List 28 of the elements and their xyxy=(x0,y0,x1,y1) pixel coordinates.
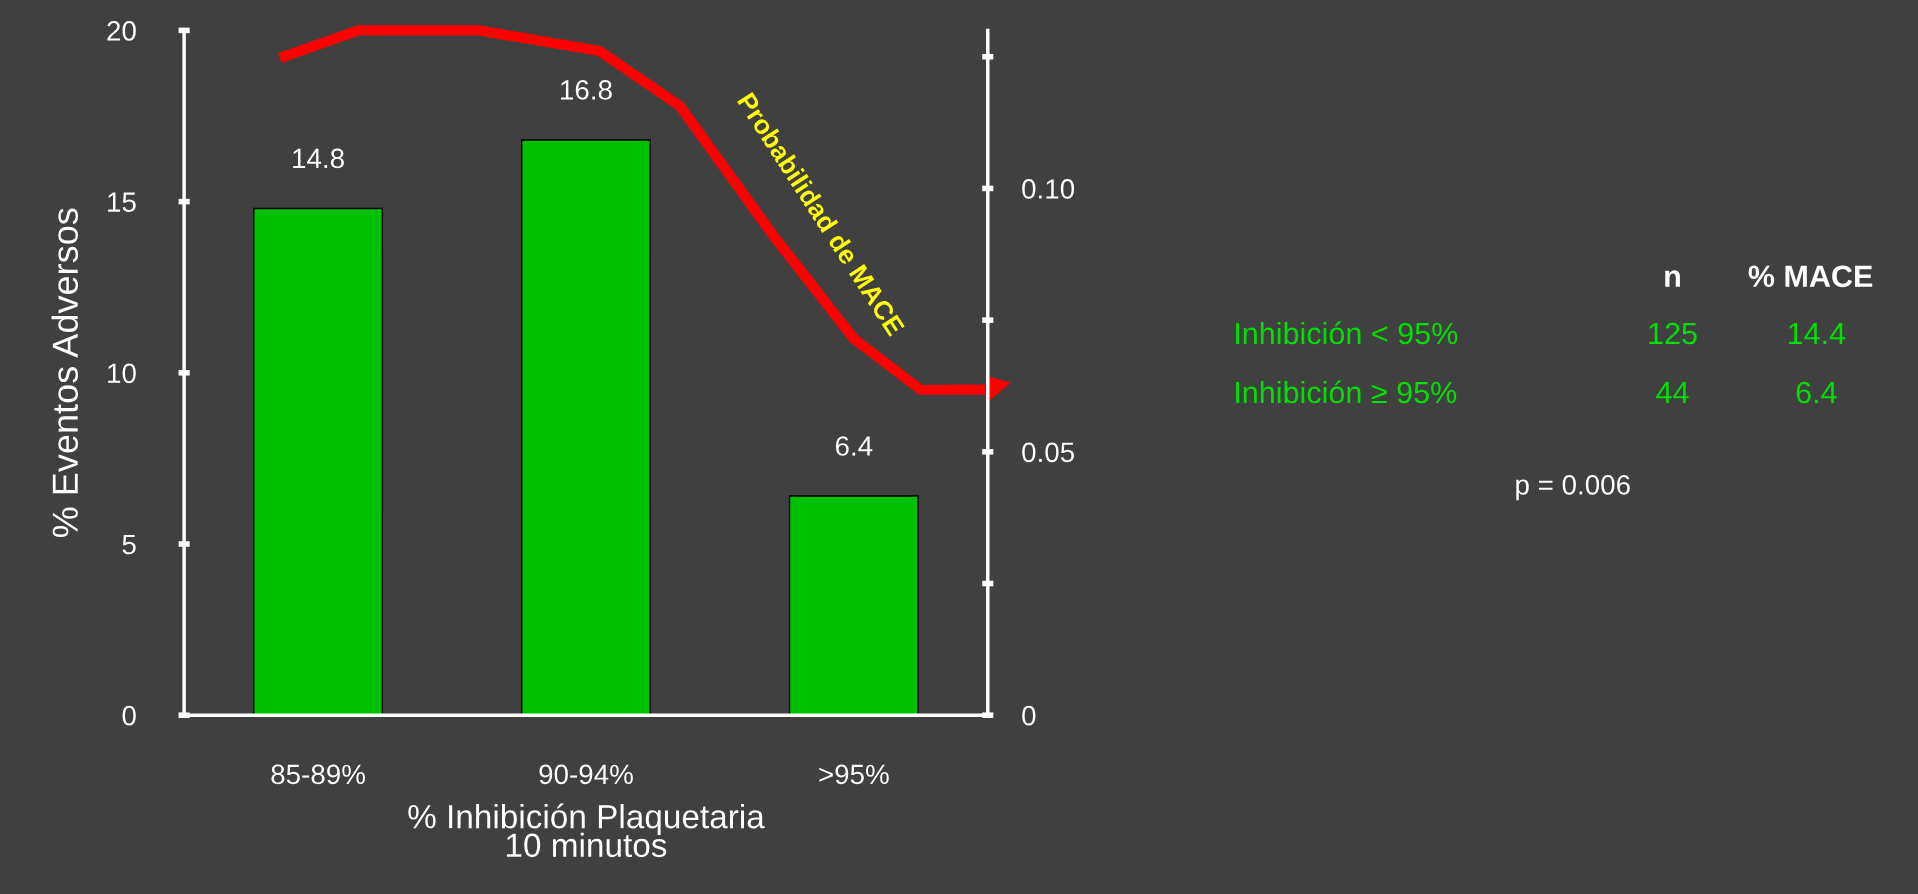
text: 125 xyxy=(1649,322,1697,345)
y-tick-label: 20 xyxy=(107,21,136,41)
text: 14.4 xyxy=(1788,323,1846,345)
data-label: 16.8 xyxy=(561,80,612,100)
bar xyxy=(788,495,919,716)
text: Inhibición ≥ 95% xyxy=(1236,380,1457,404)
bar xyxy=(520,139,651,716)
text: p = 0.006 xyxy=(1516,475,1630,501)
data-label: 6.4 xyxy=(835,436,873,456)
x-tick-label: >95% xyxy=(819,764,889,785)
y-axis-title: % Eventos Adversos xyxy=(51,208,79,538)
y-tick-label: 5 xyxy=(122,534,136,555)
y2-tick-label: 0.05 xyxy=(1022,442,1074,463)
text: 44 xyxy=(1656,382,1689,404)
data-label: 14.8 xyxy=(293,148,344,169)
y-tick-label: 15 xyxy=(108,192,136,212)
text: Inhibición < 95% xyxy=(1236,321,1458,345)
text: % MACE xyxy=(1748,265,1873,288)
x-tick-label: 85-89% xyxy=(271,764,365,785)
y-tick-label: 0 xyxy=(122,705,136,726)
x-axis-title: % Inhibición Plaquetaria 10 minutos xyxy=(408,803,765,858)
bar xyxy=(253,207,384,716)
x-tick-label: 90-94% xyxy=(539,764,633,785)
y-tick-label: 10 xyxy=(108,363,136,384)
text: n xyxy=(1665,270,1680,287)
y2-tick-label: 0.10 xyxy=(1022,179,1075,199)
y2-tick-label: 0 xyxy=(1022,705,1036,726)
text: 6.4 xyxy=(1796,381,1837,404)
